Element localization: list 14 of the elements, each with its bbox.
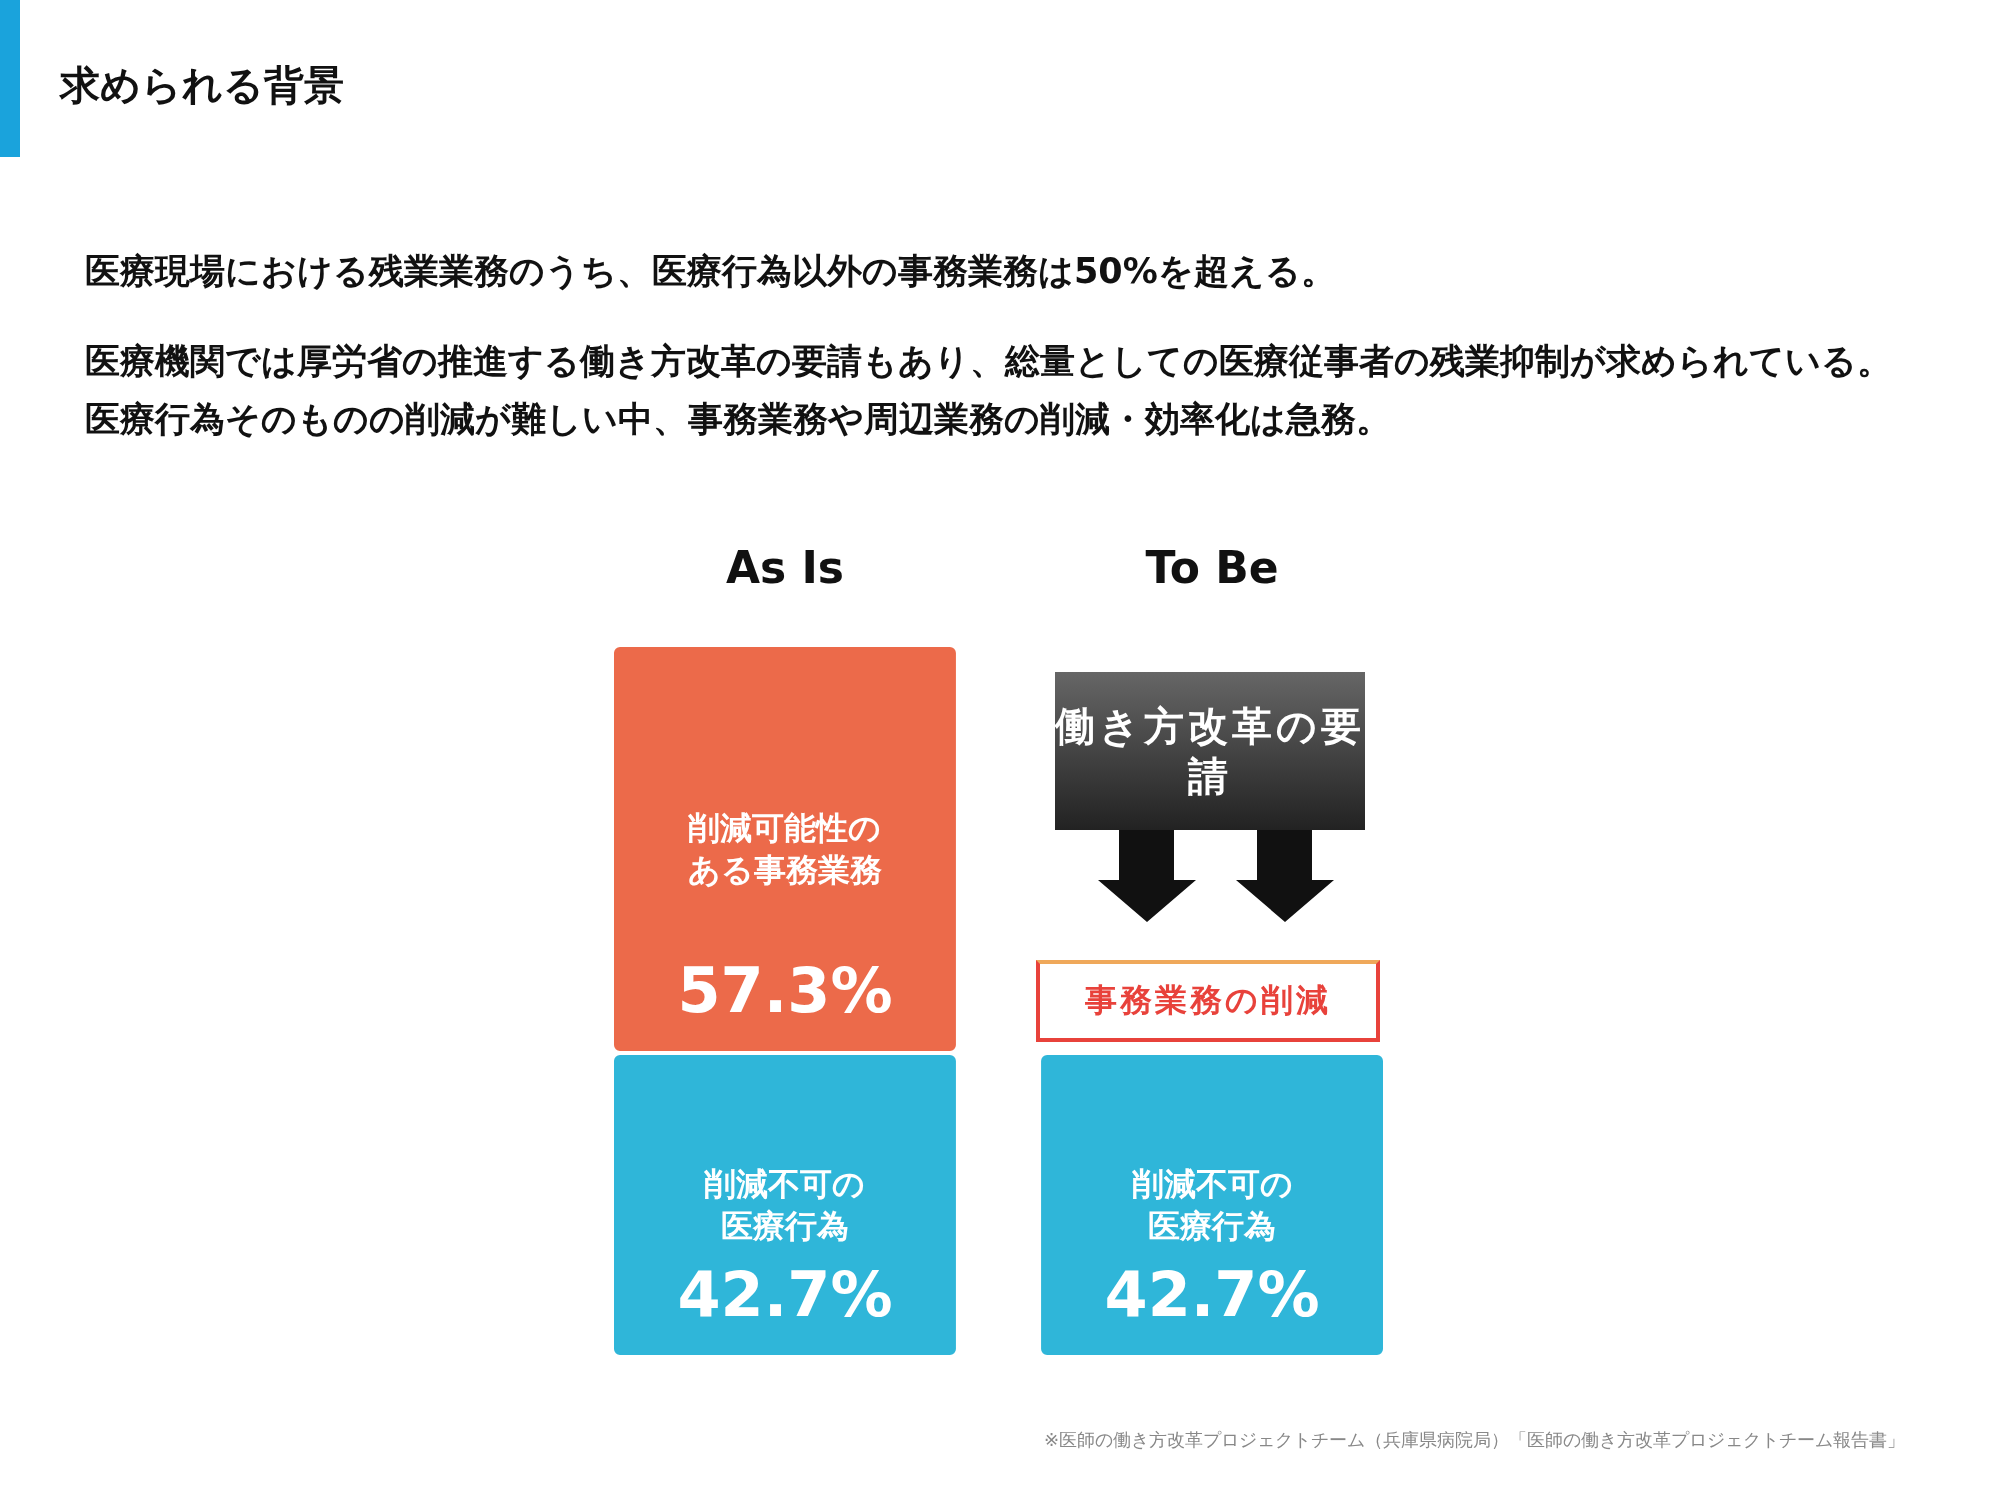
series-label: 削減不可の医療行為 [703,1164,866,1245]
series-label: 削減可能性のある事務業務 [687,808,882,889]
data-label: 42.7% [1104,1258,1320,1331]
text: ※医師の働き方改革プロジェクトチーム（兵庫県病院局）「医師の働き方改革プロジェクトチーム報告書」 [1043,1428,1905,1452]
data-label: 42.7% [677,1258,893,1331]
x-tick-label: As Is [725,542,845,593]
text: 削減不可の医療行為 [1131,1164,1293,1245]
text: 求められる背景 [60,61,344,110]
label-box: 働き方改革の要請 [1055,672,1365,830]
x-tick-label: To Be [1145,542,1279,593]
chart-subtitle: 医療現場における残業業務のうち、医療行為以外の事務業務は50%を超える。 [85,250,1336,293]
data-label: 57.3% [677,953,893,1027]
label-box: 事務業務の削減 [1036,960,1380,1042]
text: 医療機関では厚労省の推進する働き方改革の要請もあり、総量としての医療従事者の残業抑制が求められている。医療行為そのものの削減が難しい中、事務業務や周辺業務の削減・効率化は急務。 [85,340,1893,441]
